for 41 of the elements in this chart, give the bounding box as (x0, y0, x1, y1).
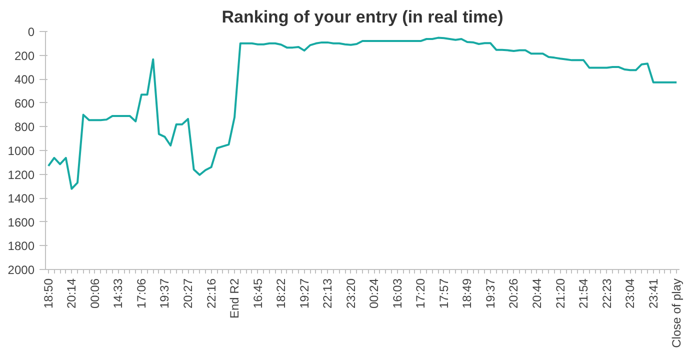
x-tick-label: 18:49 (460, 278, 474, 309)
x-tick-label: 19:37 (483, 278, 498, 309)
x-tick-label: 22:13 (320, 278, 335, 309)
x-tick-label: 17:20 (414, 278, 428, 309)
line-series (47, 36, 678, 190)
x-tick-label: 18:50 (41, 278, 56, 309)
x-tick-label: 22:23 (600, 278, 614, 309)
y-tick-label: 200 (14, 48, 35, 63)
x-tick-label: 18:22 (274, 278, 288, 309)
y-tick-label: 0 (28, 25, 35, 39)
x-tick-label: 21:20 (553, 278, 568, 309)
x-tick-label: 00:06 (88, 278, 102, 309)
x-tick-label: 20:27 (181, 278, 196, 309)
x-tick-label: 19:27 (297, 278, 312, 309)
y-tick-label: 1200 (8, 168, 35, 182)
x-tick-label: End R2 (228, 278, 242, 319)
x-tick-label: 23:20 (344, 278, 358, 309)
x-tick-label: 20:26 (506, 278, 521, 309)
y-tick-label: 1600 (8, 215, 35, 230)
x-tick-label: 16:03 (390, 278, 404, 309)
x-tick-label: 00:24 (367, 278, 382, 309)
chart-title: Ranking of your entry (in real time) (222, 8, 504, 26)
y-tick-label: 1800 (8, 239, 35, 254)
x-tick-label: 22:16 (204, 278, 218, 309)
y-tick-label: 400 (14, 72, 35, 87)
x-tick-label: 17:06 (134, 278, 148, 309)
x-tick-label: 19:37 (158, 278, 172, 309)
x-tick-label: 16:45 (250, 278, 265, 309)
x-tick-label: 17:57 (436, 278, 451, 309)
x-tick-label: 20:14 (64, 278, 79, 309)
y-tick-label: 2000 (8, 263, 35, 277)
x-tick-label: 14:33 (111, 278, 126, 309)
x-tick-label: Close of play (670, 278, 684, 348)
y-tick-label: 800 (14, 120, 35, 134)
y-tick-label: 1000 (8, 144, 35, 158)
y-tick-label: 1400 (8, 192, 35, 206)
y-tick-label: 600 (14, 96, 35, 110)
x-tick-label: 20:44 (530, 278, 544, 309)
x-tick-label: 21:54 (576, 278, 591, 309)
x-tick-label: 23:41 (646, 278, 660, 309)
x-tick-label: 23:04 (623, 278, 638, 309)
